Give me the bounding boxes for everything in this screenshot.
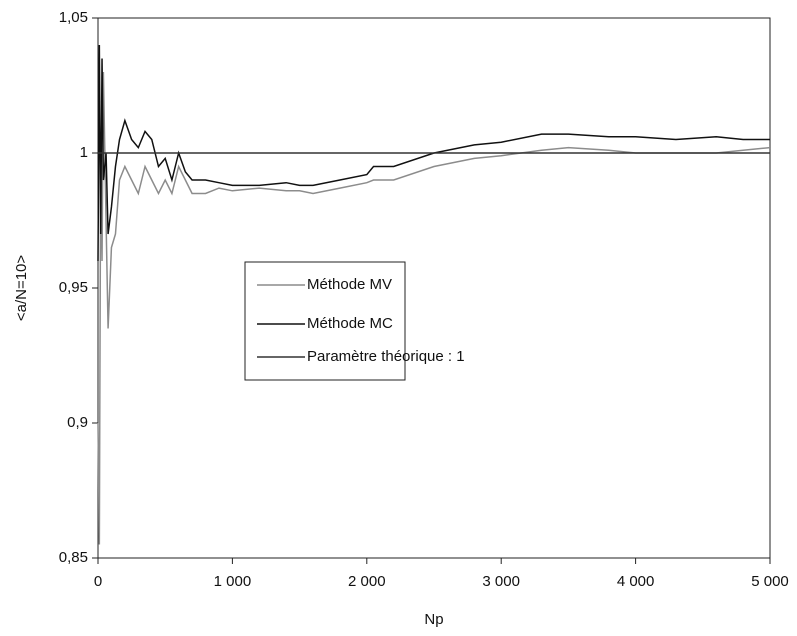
- y-tick-label: 0,9: [67, 414, 88, 431]
- legend-label: Méthode MC: [307, 315, 393, 332]
- x-tick-label: 3 000: [482, 573, 520, 590]
- legend-box: [244, 261, 406, 381]
- line-series: [97, 71, 771, 545]
- x-axis-label: Np: [424, 611, 443, 628]
- y-axis-label: <a/N=10>: [13, 255, 30, 322]
- y-tick-label: 0,95: [59, 279, 88, 296]
- y-tick-label: 1,05: [59, 9, 88, 26]
- y-tick-label: 0,85: [59, 549, 88, 566]
- legend-label: Méthode MV: [307, 276, 392, 293]
- x-tick-label: 2 000: [348, 573, 386, 590]
- x-tick-label: 1 000: [214, 573, 252, 590]
- x-tick-label: 5 000: [751, 573, 789, 590]
- legend-label: Paramètre théorique : 1: [307, 348, 465, 365]
- y-tick-label: 1: [80, 144, 88, 161]
- line-series: [97, 44, 770, 262]
- x-tick-label: 4 000: [617, 573, 655, 590]
- x-tick-label: 0: [94, 573, 102, 590]
- plot-frame: [97, 17, 771, 559]
